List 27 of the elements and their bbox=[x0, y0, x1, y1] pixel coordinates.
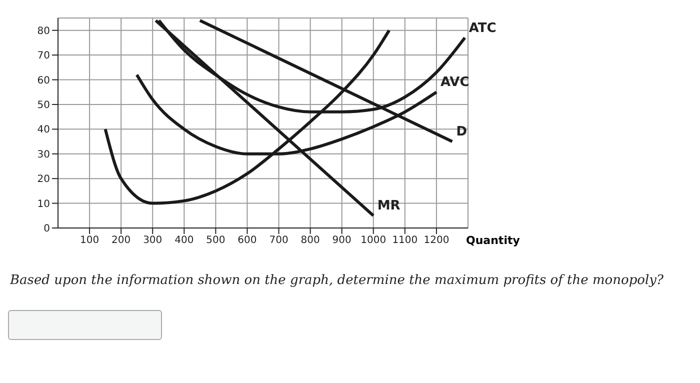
x-tick-label: 1200 bbox=[424, 235, 450, 246]
x-tick-label: 600 bbox=[238, 235, 257, 246]
y-tick-label: 60 bbox=[37, 75, 50, 86]
x-tick-label: 1100 bbox=[392, 235, 418, 246]
x-tick-label: 500 bbox=[206, 235, 226, 246]
y-tick-label: 50 bbox=[37, 100, 50, 112]
series-label: D bbox=[456, 124, 468, 140]
x-tick-label: 400 bbox=[174, 235, 194, 246]
y-tick-label: 0 bbox=[44, 224, 50, 235]
y-tick-label: 30 bbox=[37, 149, 50, 160]
text: Based upon the information shown on the graph, determine the maximum profits of the monopoly? bbox=[10, 273, 664, 288]
y-tick-label: 20 bbox=[37, 174, 50, 186]
x-tick-label: 300 bbox=[143, 235, 162, 246]
x-tick-label: 200 bbox=[112, 235, 131, 246]
series-label: ATC bbox=[468, 20, 496, 36]
series-label: MR bbox=[377, 198, 400, 214]
series-label: AVC bbox=[440, 75, 470, 90]
x-axis-title: Quantity bbox=[466, 234, 520, 247]
x-tick-label: 900 bbox=[332, 235, 352, 246]
x-tick-label: 1000 bbox=[360, 235, 386, 246]
x-tick-label: 800 bbox=[300, 235, 320, 246]
x-tick-label: 100 bbox=[80, 235, 100, 246]
y-tick-label: 70 bbox=[37, 50, 50, 62]
y-tick-label: 10 bbox=[37, 198, 50, 210]
x-tick-label: 700 bbox=[269, 235, 288, 246]
y-tick-label: 40 bbox=[37, 124, 50, 136]
y-tick-label: 80 bbox=[37, 26, 50, 37]
